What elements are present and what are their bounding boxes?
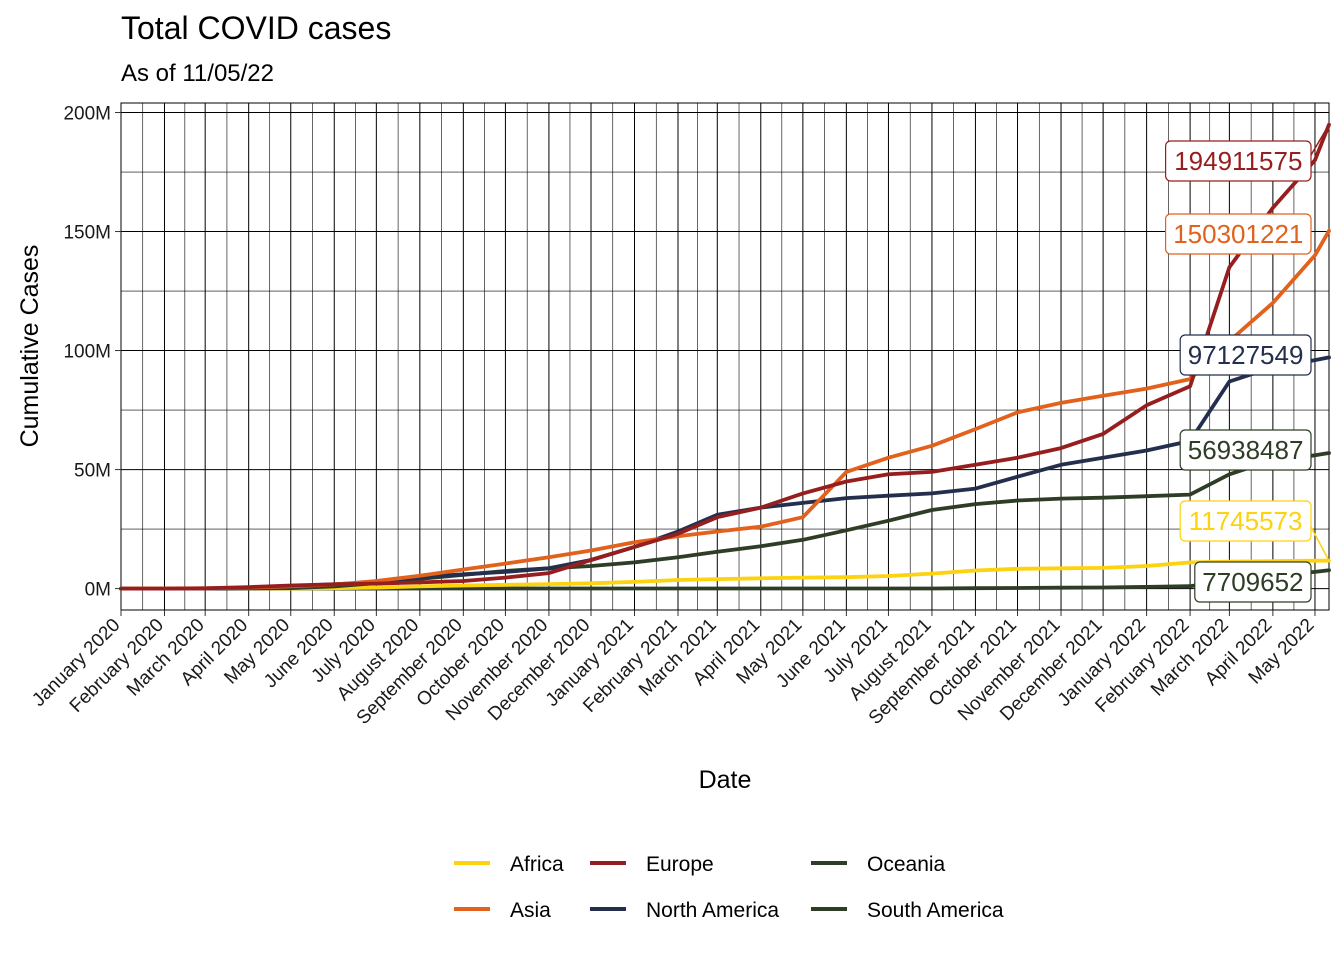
x-axis-title: Date [699,766,752,794]
series-lines [119,122,1331,591]
end-label-north-america: 97127549 [1188,340,1304,370]
legend-label-south-america: South America [867,899,1004,922]
end-labels: 11745573 150301221 194911575 97127549 770965… [1164,124,1330,603]
series-line-europe [119,122,1331,591]
end-label-box [1194,561,1312,603]
legend-label-north-america: North America [646,899,779,922]
end-label-connector [1310,124,1330,156]
y-axis-title: Cumulative Cases [16,245,44,448]
y-tick-label: 200M [63,104,111,125]
end-label-oceania: 7709652 [1202,567,1303,597]
plot-panel [120,102,1330,611]
legend-label-europe: Europe [646,853,714,876]
y-tick-label: 0M [85,580,111,601]
end-label-box [1179,334,1312,376]
legend: Africa Europe Oceania Asia North America Sout… [454,853,1004,922]
end-label-box [1179,429,1312,471]
y-tick-label: 50M [74,461,111,482]
end-label-south-america: 56938487 [1188,435,1304,465]
series-line-south-america [119,451,1331,591]
y-tick-label: 150M [63,223,111,244]
y-axis: 0M 50M 100M 150M 200M [63,104,121,601]
chart-title: Total COVID cases [121,10,392,46]
y-tick-label: 100M [63,342,111,363]
end-label-box [1164,140,1312,182]
legend-label-oceania: Oceania [867,853,946,876]
chart-subtitle: As of 11/05/22 [121,60,274,87]
legend-label-africa: Africa [510,853,564,876]
end-label-asia: 150301221 [1173,219,1303,249]
legend-label-asia: Asia [510,899,551,922]
end-label-box [1164,213,1312,255]
end-label-africa: 11745573 [1189,506,1303,536]
series-line-north-america [119,355,1331,591]
end-label-box [1179,500,1312,542]
end-label-connector [1310,526,1330,561]
end-label-europe: 194911575 [1174,146,1302,176]
grid-lines [120,102,1330,611]
series-line-asia [119,228,1331,591]
